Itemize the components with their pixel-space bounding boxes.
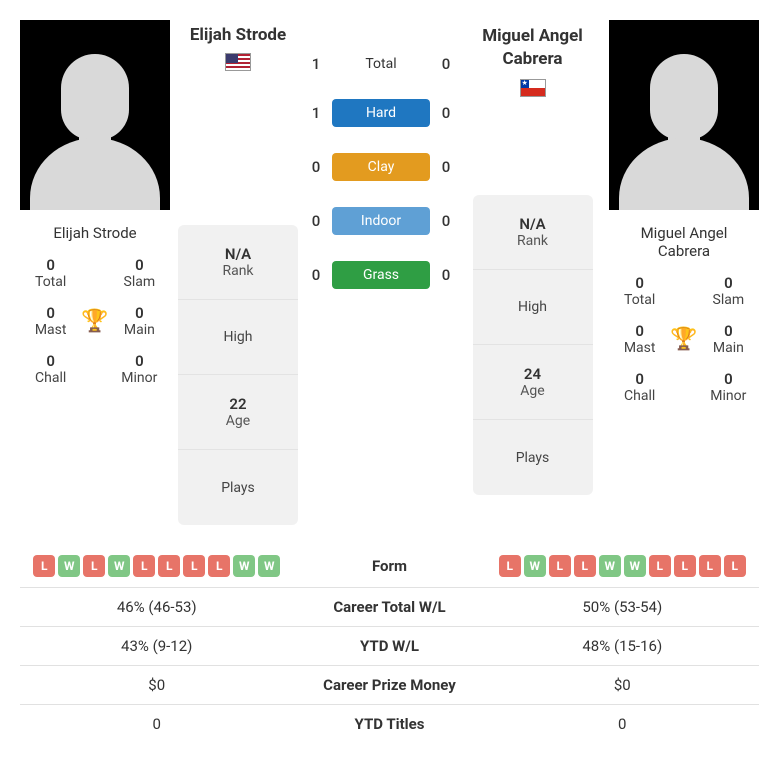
- form-badge: L: [83, 555, 105, 577]
- form-badge: L: [158, 555, 180, 577]
- stat-high: High: [473, 270, 593, 345]
- player1-avatar: [20, 20, 170, 210]
- player1-header: Elijah Strode: [190, 20, 286, 140]
- surface-clay[interactable]: Clay: [332, 153, 430, 181]
- title-mast: 0 Mast: [20, 304, 81, 338]
- head-to-head-top: Elijah Strode 0 Total 0 Slam 0 Mast 🏆 0 …: [20, 20, 759, 525]
- stat-age: 22 Age: [178, 375, 298, 450]
- title-slam: 0 Slam: [698, 274, 759, 308]
- h2h-center: 1 Total 0 1 Hard 0 0 Clay 0 0 Indoor 0 0…: [306, 20, 456, 525]
- title-minor: 0 Minor: [109, 352, 170, 386]
- form-badge: W: [524, 555, 546, 577]
- form-badge: W: [624, 555, 646, 577]
- form-badge: L: [674, 555, 696, 577]
- player2-avatar: [609, 20, 759, 210]
- player2-name: Miguel Angel Cabrera: [609, 210, 759, 274]
- form-badge: L: [649, 555, 671, 577]
- form-badge: L: [574, 555, 596, 577]
- player1-card: Elijah Strode 0 Total 0 Slam 0 Mast 🏆 0 …: [20, 20, 170, 525]
- title-minor: 0 Minor: [698, 370, 759, 404]
- h2h-clay: 0 Clay 0: [306, 153, 456, 181]
- form-badge: W: [258, 555, 280, 577]
- flag-us-icon: [225, 53, 251, 71]
- form-badge: L: [549, 555, 571, 577]
- form-badge: L: [499, 555, 521, 577]
- form-badge: L: [208, 555, 230, 577]
- title-main: 0 Main: [109, 304, 170, 338]
- form-badge: W: [233, 555, 255, 577]
- title-total: 0 Total: [20, 256, 81, 290]
- row-form: LWLWLLLLWW Form LWLLWWLLLL: [20, 545, 759, 588]
- title-main: 0 Main: [698, 322, 759, 356]
- stat-plays: Plays: [473, 420, 593, 495]
- title-total: 0 Total: [609, 274, 670, 308]
- surface-hard[interactable]: Hard: [332, 99, 430, 127]
- player2-form: LWLLWWLLLL: [494, 555, 751, 577]
- row-career-wl: 46% (46-53) Career Total W/L 50% (53-54): [20, 588, 759, 627]
- stat-rank: N/A Rank: [473, 195, 593, 270]
- h2h-total: 1 Total 0: [306, 55, 456, 73]
- player2-column: Miguel Angel Cabrera ★ N/A Rank High 24 …: [464, 20, 601, 525]
- h2h-hard: 1 Hard 0: [306, 99, 456, 127]
- stat-plays: Plays: [178, 450, 298, 525]
- comparison-table: LWLWLLLLWW Form LWLLWWLLLL 46% (46-53) C…: [20, 545, 759, 743]
- avatar-placeholder: [30, 40, 160, 210]
- player1-form: LWLWLLLLWW: [28, 555, 285, 577]
- stat-high: High: [178, 300, 298, 375]
- avatar-placeholder: [619, 40, 749, 210]
- form-badge: L: [33, 555, 55, 577]
- form-badge: W: [599, 555, 621, 577]
- player1-column: Elijah Strode N/A Rank High 22 Age Plays: [178, 20, 298, 525]
- surface-grass[interactable]: Grass: [332, 261, 430, 289]
- player2-card: Miguel Angel Cabrera 0 Total 0 Slam 0 Ma…: [609, 20, 759, 525]
- surface-indoor[interactable]: Indoor: [332, 207, 430, 235]
- h2h-grass: 0 Grass 0: [306, 261, 456, 289]
- title-chall: 0 Chall: [20, 352, 81, 386]
- title-slam: 0 Slam: [109, 256, 170, 290]
- title-mast: 0 Mast: [609, 322, 670, 356]
- form-badge: L: [183, 555, 205, 577]
- player2-header: Miguel Angel Cabrera ★: [464, 20, 601, 140]
- row-ytd-titles: 0 YTD Titles 0: [20, 705, 759, 744]
- form-badge: L: [724, 555, 746, 577]
- player2-titles: 0 Total 0 Slam 0 Mast 🏆 0 Main 0 Chall: [609, 274, 759, 404]
- player1-titles: 0 Total 0 Slam 0 Mast 🏆 0 Main 0 Chall: [20, 256, 170, 386]
- player2-stats: N/A Rank High 24 Age Plays: [473, 195, 593, 495]
- trophy-icon: 🏆: [81, 309, 108, 334]
- trophy-icon: 🏆: [670, 327, 697, 352]
- form-badge: L: [133, 555, 155, 577]
- flag-cl-icon: ★: [520, 79, 546, 97]
- form-badge: L: [699, 555, 721, 577]
- stat-rank: N/A Rank: [178, 225, 298, 300]
- stat-age: 24 Age: [473, 345, 593, 420]
- row-ytd-wl: 43% (9-12) YTD W/L 48% (15-16): [20, 627, 759, 666]
- form-badge: W: [108, 555, 130, 577]
- h2h-indoor: 0 Indoor 0: [306, 207, 456, 235]
- player1-header-name: Elijah Strode: [190, 25, 286, 45]
- player1-stats: N/A Rank High 22 Age Plays: [178, 225, 298, 525]
- player1-name: Elijah Strode: [20, 210, 170, 256]
- title-chall: 0 Chall: [609, 370, 670, 404]
- player2-header-name: Miguel Angel Cabrera: [464, 25, 601, 71]
- form-badge: W: [58, 555, 80, 577]
